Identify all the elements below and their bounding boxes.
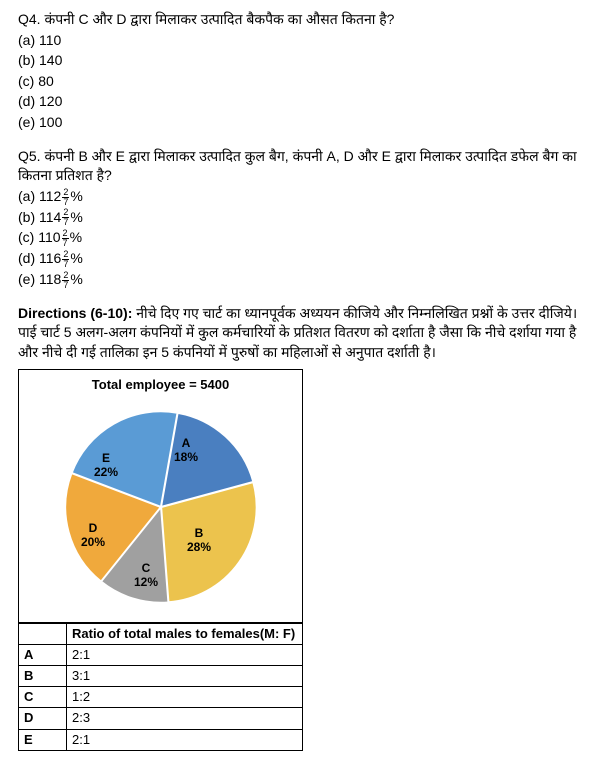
ratio-table: Ratio of total males to females(M: F) A2… <box>18 623 303 751</box>
svg-text:A: A <box>181 436 190 450</box>
svg-text:28%: 28% <box>186 540 210 554</box>
question-4: Q4. कंपनी C और D द्वारा मिलाकर उत्पादित … <box>18 10 578 133</box>
q5-text: Q5. कंपनी B और E द्वारा मिलाकर उत्पादित … <box>18 147 578 186</box>
fraction-icon: 27 <box>62 271 69 290</box>
q5b-suffix: % <box>70 209 82 225</box>
company-cell: A <box>19 644 67 665</box>
svg-text:E: E <box>101 451 109 465</box>
fraction-icon: 27 <box>62 250 69 269</box>
fraction-icon: 27 <box>62 208 69 227</box>
q5a-prefix: (a) 112 <box>18 188 61 204</box>
q5b-prefix: (b) 114 <box>18 209 61 225</box>
table-row: C1:2 <box>19 687 303 708</box>
q5e-suffix: % <box>70 271 82 287</box>
header-ratio: Ratio of total males to females(M: F) <box>67 623 303 644</box>
fraction-icon: 27 <box>62 229 69 248</box>
table-row: B3:1 <box>19 666 303 687</box>
company-cell: C <box>19 687 67 708</box>
svg-text:22%: 22% <box>93 465 117 479</box>
company-cell: D <box>19 708 67 729</box>
q5c-suffix: % <box>70 229 82 245</box>
ratio-cell: 2:1 <box>67 729 303 750</box>
q4-option-e: (e) 100 <box>18 113 578 133</box>
pie-svg: A18% B28% C12% D20% E22% <box>31 402 291 612</box>
header-blank <box>19 623 67 644</box>
ratio-cell: 2:3 <box>67 708 303 729</box>
directions-rest: नीचे दिए गए चार्ट का ध्यानपूर्वक अध्ययन … <box>132 305 577 321</box>
ratio-cell: 1:2 <box>67 687 303 708</box>
q4-option-d: (d) 120 <box>18 92 578 112</box>
fraction-icon: 27 <box>62 188 69 207</box>
q5a-suffix: % <box>70 188 82 204</box>
company-cell: B <box>19 666 67 687</box>
company-cell: E <box>19 729 67 750</box>
svg-text:B: B <box>194 526 203 540</box>
svg-text:20%: 20% <box>80 535 104 549</box>
question-5: Q5. कंपनी B और E द्वारा मिलाकर उत्पादित … <box>18 147 578 290</box>
q5e-prefix: (e) 118 <box>18 271 61 287</box>
q4-text: Q4. कंपनी C और D द्वारा मिलाकर उत्पादित … <box>18 10 578 30</box>
q5d-prefix: (d) 116 <box>18 250 61 266</box>
directions-lead: Directions (6-10): <box>18 305 132 321</box>
q5c-prefix: (c) 110 <box>18 229 61 245</box>
q5-option-d: (d) 11627% <box>18 249 578 269</box>
directions-para: पाई चार्ट 5 अलग-अलग कंपनियों में कुल कर्… <box>18 323 578 362</box>
ratio-cell: 3:1 <box>67 666 303 687</box>
q5-option-c: (c) 11027% <box>18 228 578 248</box>
ratio-cell: 2:1 <box>67 644 303 665</box>
table-row: D2:3 <box>19 708 303 729</box>
svg-text:12%: 12% <box>133 575 157 589</box>
table-header-row: Ratio of total males to females(M: F) <box>19 623 303 644</box>
directions-block: Directions (6-10): नीचे दिए गए चार्ट का … <box>18 304 578 363</box>
q4-option-a: (a) 110 <box>18 31 578 51</box>
table-row: E2:1 <box>19 729 303 750</box>
q4-option-c: (c) 80 <box>18 72 578 92</box>
chart-title: Total employee = 5400 <box>27 376 294 394</box>
svg-text:D: D <box>88 521 97 535</box>
svg-text:18%: 18% <box>173 450 197 464</box>
q4-option-b: (b) 140 <box>18 51 578 71</box>
pie-chart-container: Total employee = 5400 A18% B28% C12% D20% E2… <box>18 369 303 623</box>
q5-option-e: (e) 11827% <box>18 270 578 290</box>
q5d-suffix: % <box>70 250 82 266</box>
q5-option-a: (a) 11227% <box>18 187 578 207</box>
pie-chart: A18% B28% C12% D20% E22% <box>27 402 294 612</box>
svg-text:C: C <box>141 561 150 575</box>
table-row: A2:1 <box>19 644 303 665</box>
q5-option-b: (b) 11427% <box>18 208 578 228</box>
